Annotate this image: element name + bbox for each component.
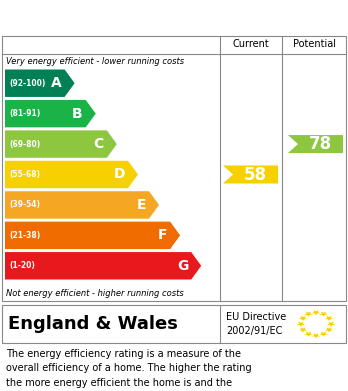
Polygon shape bbox=[304, 332, 313, 337]
Polygon shape bbox=[319, 312, 328, 317]
Polygon shape bbox=[5, 70, 74, 97]
Text: England & Wales: England & Wales bbox=[8, 315, 178, 333]
Text: Not energy efficient - higher running costs: Not energy efficient - higher running co… bbox=[6, 289, 184, 298]
Text: The energy efficiency rating is a measure of the
overall efficiency of a home. T: The energy efficiency rating is a measur… bbox=[6, 349, 252, 391]
Text: (21-38): (21-38) bbox=[9, 231, 40, 240]
Polygon shape bbox=[5, 191, 159, 219]
Text: D: D bbox=[113, 167, 125, 181]
Text: (1-20): (1-20) bbox=[9, 261, 35, 270]
Text: 78: 78 bbox=[309, 135, 332, 153]
Text: B: B bbox=[72, 107, 83, 121]
Polygon shape bbox=[325, 316, 333, 321]
Polygon shape bbox=[299, 327, 307, 333]
Polygon shape bbox=[312, 310, 320, 315]
Polygon shape bbox=[325, 327, 333, 333]
Text: A: A bbox=[51, 76, 62, 90]
Text: (92-100): (92-100) bbox=[9, 79, 45, 88]
Polygon shape bbox=[5, 252, 201, 280]
Polygon shape bbox=[288, 135, 343, 153]
Polygon shape bbox=[223, 165, 278, 183]
Polygon shape bbox=[304, 312, 313, 317]
Text: Energy Efficiency Rating: Energy Efficiency Rating bbox=[8, 8, 237, 26]
Text: (81-91): (81-91) bbox=[9, 109, 40, 118]
Text: (39-54): (39-54) bbox=[9, 201, 40, 210]
Polygon shape bbox=[327, 322, 335, 327]
Text: Very energy efficient - lower running costs: Very energy efficient - lower running co… bbox=[6, 57, 184, 66]
Text: Potential: Potential bbox=[293, 39, 335, 49]
Polygon shape bbox=[319, 332, 328, 337]
Polygon shape bbox=[299, 316, 307, 321]
Text: Current: Current bbox=[232, 39, 269, 49]
Polygon shape bbox=[5, 222, 180, 249]
Text: EU Directive
2002/91/EC: EU Directive 2002/91/EC bbox=[226, 312, 286, 335]
Text: E: E bbox=[136, 198, 146, 212]
Text: C: C bbox=[94, 137, 104, 151]
Polygon shape bbox=[5, 161, 138, 188]
Text: (55-68): (55-68) bbox=[9, 170, 40, 179]
Polygon shape bbox=[297, 322, 305, 327]
Text: F: F bbox=[158, 228, 167, 242]
Text: 58: 58 bbox=[244, 165, 267, 183]
Text: (69-80): (69-80) bbox=[9, 140, 40, 149]
Polygon shape bbox=[5, 130, 117, 158]
Text: G: G bbox=[177, 259, 188, 273]
Polygon shape bbox=[312, 333, 320, 339]
Polygon shape bbox=[5, 100, 96, 127]
